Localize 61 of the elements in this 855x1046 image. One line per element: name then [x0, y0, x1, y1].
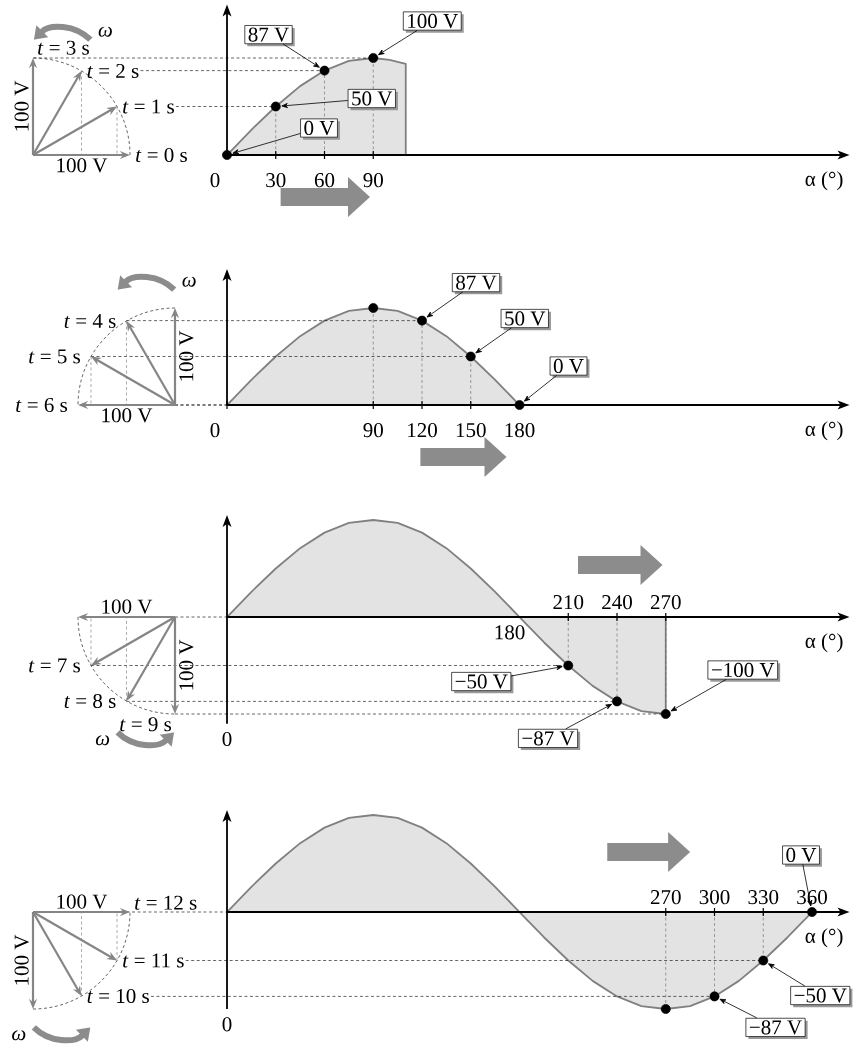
- text: t = 11 s: [123, 953, 184, 968]
- data-label: 87 V: [456, 275, 497, 290]
- x-tick-label: 0: [210, 173, 220, 188]
- x-axis-title: α (°): [805, 421, 843, 441]
- text: 0: [222, 1017, 232, 1032]
- x-axis-title: α (°): [805, 928, 843, 948]
- text: 100 V: [102, 599, 153, 614]
- x-axis-title: α (°): [805, 633, 843, 653]
- text: t = 5 s: [29, 349, 81, 364]
- data-label: −87 V: [749, 1020, 802, 1035]
- text: t = 6 s: [16, 397, 68, 413]
- text: 100 V: [179, 639, 194, 690]
- data-label: 0 V: [553, 358, 584, 374]
- x-tick-label: 180: [505, 423, 535, 438]
- x-tick-label: 240: [602, 595, 632, 610]
- x-tick-label: 210: [553, 595, 584, 610]
- text: ω: [95, 735, 110, 746]
- text: ω: [182, 276, 196, 287]
- text: t = 4 s: [64, 313, 116, 329]
- data-label: −87 V: [522, 731, 575, 746]
- text: ω: [12, 1030, 26, 1041]
- x-tick-label: 90: [363, 423, 383, 438]
- x-tick-label: 30: [266, 173, 286, 188]
- x-tick-label: 270: [650, 890, 681, 905]
- x-tick-label: 90: [363, 173, 383, 188]
- x-tick-label: 360: [797, 890, 827, 905]
- text: t = 2 s: [87, 63, 139, 79]
- x-tick-label: 60: [314, 173, 335, 188]
- text: 100 V: [14, 934, 29, 985]
- data-label: 100 V: [408, 13, 458, 29]
- x-tick-label: 150: [456, 423, 486, 438]
- data-label: 50 V: [505, 311, 546, 326]
- text: t = 7 s: [29, 658, 81, 673]
- x-tick-label: 0: [210, 423, 220, 438]
- annotation: 180: [495, 625, 525, 640]
- x-tick-label: 300: [699, 890, 730, 905]
- data-label: −50 V: [794, 988, 847, 1003]
- x-tick-label: 330: [748, 890, 779, 905]
- x-tick-label: 120: [408, 423, 437, 438]
- text: t = 12 s: [135, 895, 197, 910]
- x-axis-title: α (°): [805, 171, 843, 191]
- data-label: −100 V: [711, 662, 775, 678]
- data-label: −50 V: [455, 674, 508, 689]
- text: 100 V: [57, 158, 108, 173]
- text: 100 V: [14, 80, 29, 131]
- text: 100 V: [102, 408, 153, 423]
- data-label: 0 V: [786, 847, 817, 863]
- text: 100 V: [179, 330, 194, 381]
- text: t = 3 s: [38, 40, 89, 55]
- data-label: 87 V: [248, 27, 289, 42]
- x-tick-label: 270: [650, 595, 681, 610]
- data-label: 0 V: [304, 120, 335, 136]
- text: t = 10 s: [87, 988, 149, 1004]
- text: t = 8 s: [64, 693, 116, 709]
- text: t = 0 s: [136, 147, 187, 163]
- text: 0: [222, 731, 232, 747]
- text: t = 1 s: [123, 99, 174, 114]
- data-label: 50 V: [352, 91, 393, 106]
- text: t = 9 s: [120, 717, 172, 732]
- text: 100 V: [57, 894, 108, 909]
- text: ω: [98, 26, 112, 37]
